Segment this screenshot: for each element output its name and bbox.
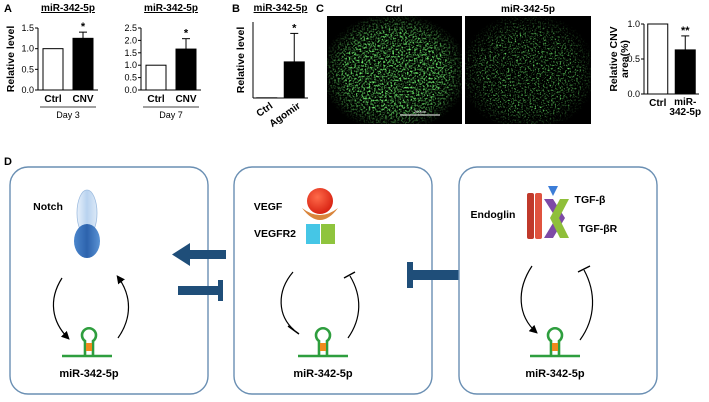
y-tick-label: 1.0 [21, 44, 34, 54]
y-tick-label: 0.0 [21, 85, 34, 95]
y-tick-label: 0.5 [627, 54, 640, 64]
bar [145, 64, 167, 91]
box-notch [9, 166, 209, 395]
micrograph-ctrl: 200μm [327, 16, 462, 124]
category-label: Agomir [268, 101, 303, 130]
significance-mark: ** [681, 25, 690, 37]
notch-label: Notch [33, 201, 63, 213]
chart-a-day7: miR-342-5p 0.0 0.5 1.0 1.5 2.0 2.5 Ctrl * CNV Day … [124, 3, 201, 120]
bar [42, 48, 64, 91]
chart-title: miR-342-5p [144, 3, 198, 14]
notch-domain-icon [74, 224, 100, 258]
pathway-diagram: Notch miR-342-5p VEGF VEGFR2 [9, 166, 658, 395]
connector-inhibition-1 [178, 280, 223, 301]
y-tick-label: 0.0 [124, 85, 137, 95]
micrograph-mir [465, 16, 591, 124]
vegfr2-binding-icon [302, 208, 338, 220]
tgfbr-left-icon [544, 199, 565, 238]
mir-inhibit-tgf-line [579, 269, 594, 341]
category-label: miR-342-5p [669, 97, 701, 118]
micrograph-ctrl-label: Ctrl [385, 4, 402, 15]
box-vegf [233, 166, 433, 395]
category-label: Ctrl [44, 94, 61, 105]
endoglin-label: Endoglin [471, 209, 516, 221]
vegfr2-label: VEGFR2 [254, 228, 296, 240]
tgfbr-label: TGF-βR [579, 223, 618, 235]
panel-label-a: A [4, 3, 12, 15]
bar [674, 49, 696, 95]
y-tick-label: 1.5 [21, 23, 34, 33]
vegf-inhibit-mir-line [280, 271, 295, 331]
y-tick-label: 0.0 [627, 89, 640, 99]
mir-to-notch-arrow [116, 275, 129, 339]
bar [72, 37, 94, 91]
y-axis-label: Relative level [5, 26, 17, 93]
y-tick-label: 0.5 [124, 73, 137, 83]
vegfr2-left-icon [306, 224, 320, 244]
endoglin-icon [527, 193, 542, 239]
panel-label-d: D [4, 156, 12, 168]
category-label: Ctrl [147, 94, 164, 105]
tgf-to-mir-arrow [520, 265, 538, 334]
y-tick-label: 2.5 [124, 23, 137, 33]
category-label: Ctrl [649, 98, 666, 109]
mirna-label-3: miR-342-5p [525, 368, 585, 380]
chart-title: miR-342-5p [41, 3, 95, 14]
scale-bar-label: 200μm [414, 109, 427, 114]
y-axis-label: Relative CNVarea(%) [608, 26, 631, 91]
significance-mark: * [184, 28, 189, 40]
tgfbr-right-icon [550, 199, 569, 238]
mirna-label-1: miR-342-5p [59, 368, 119, 380]
y-tick-label: 2.0 [124, 35, 137, 45]
y-tick-label: 1.0 [627, 19, 640, 29]
chart-title: miR-342-5p [254, 3, 308, 14]
vegf-ligand-icon [307, 188, 333, 214]
mirna-label-2: miR-342-5p [293, 368, 353, 380]
y-tick-label: 0.5 [21, 64, 34, 74]
connector-inhibition-2 [407, 262, 460, 288]
significance-mark: * [292, 22, 297, 34]
mirna-hairpin-icon-3 [530, 327, 580, 358]
panel-label-b: B [232, 3, 240, 15]
mirna-hairpin-icon-2 [298, 327, 348, 358]
bar [283, 61, 305, 99]
category-label: CNV [72, 94, 93, 105]
tgfb-ligand-icon [548, 186, 558, 196]
mir-inhibit-vegf-line [347, 275, 360, 339]
group-label: Day 7 [159, 110, 183, 120]
panel-label-c: C [316, 3, 324, 15]
connector-activation [172, 243, 226, 266]
y-tick-label: 1.0 [124, 60, 137, 70]
mirna-hairpin-icon-1 [62, 327, 112, 358]
vegf-label: VEGF [254, 201, 283, 213]
significance-mark: * [81, 21, 86, 33]
group-label: Day 3 [56, 110, 80, 120]
vegfr2-right-icon [321, 224, 335, 244]
bar [647, 23, 669, 95]
category-label: CNV [175, 94, 196, 105]
y-axis-label: Relative level [235, 27, 247, 94]
box-tgf [458, 166, 658, 395]
chart-a-day3: miR-342-5p 0.0 0.5 1.0 1.5 Relative level Ctrl… [5, 3, 98, 120]
bar [175, 48, 197, 91]
y-tick-label: 1.5 [124, 48, 137, 58]
micrograph-mir-label: miR-342-5p [501, 4, 555, 15]
notch-to-mir-arrow [52, 277, 70, 340]
tgfb-label: TGF-β [575, 194, 606, 206]
